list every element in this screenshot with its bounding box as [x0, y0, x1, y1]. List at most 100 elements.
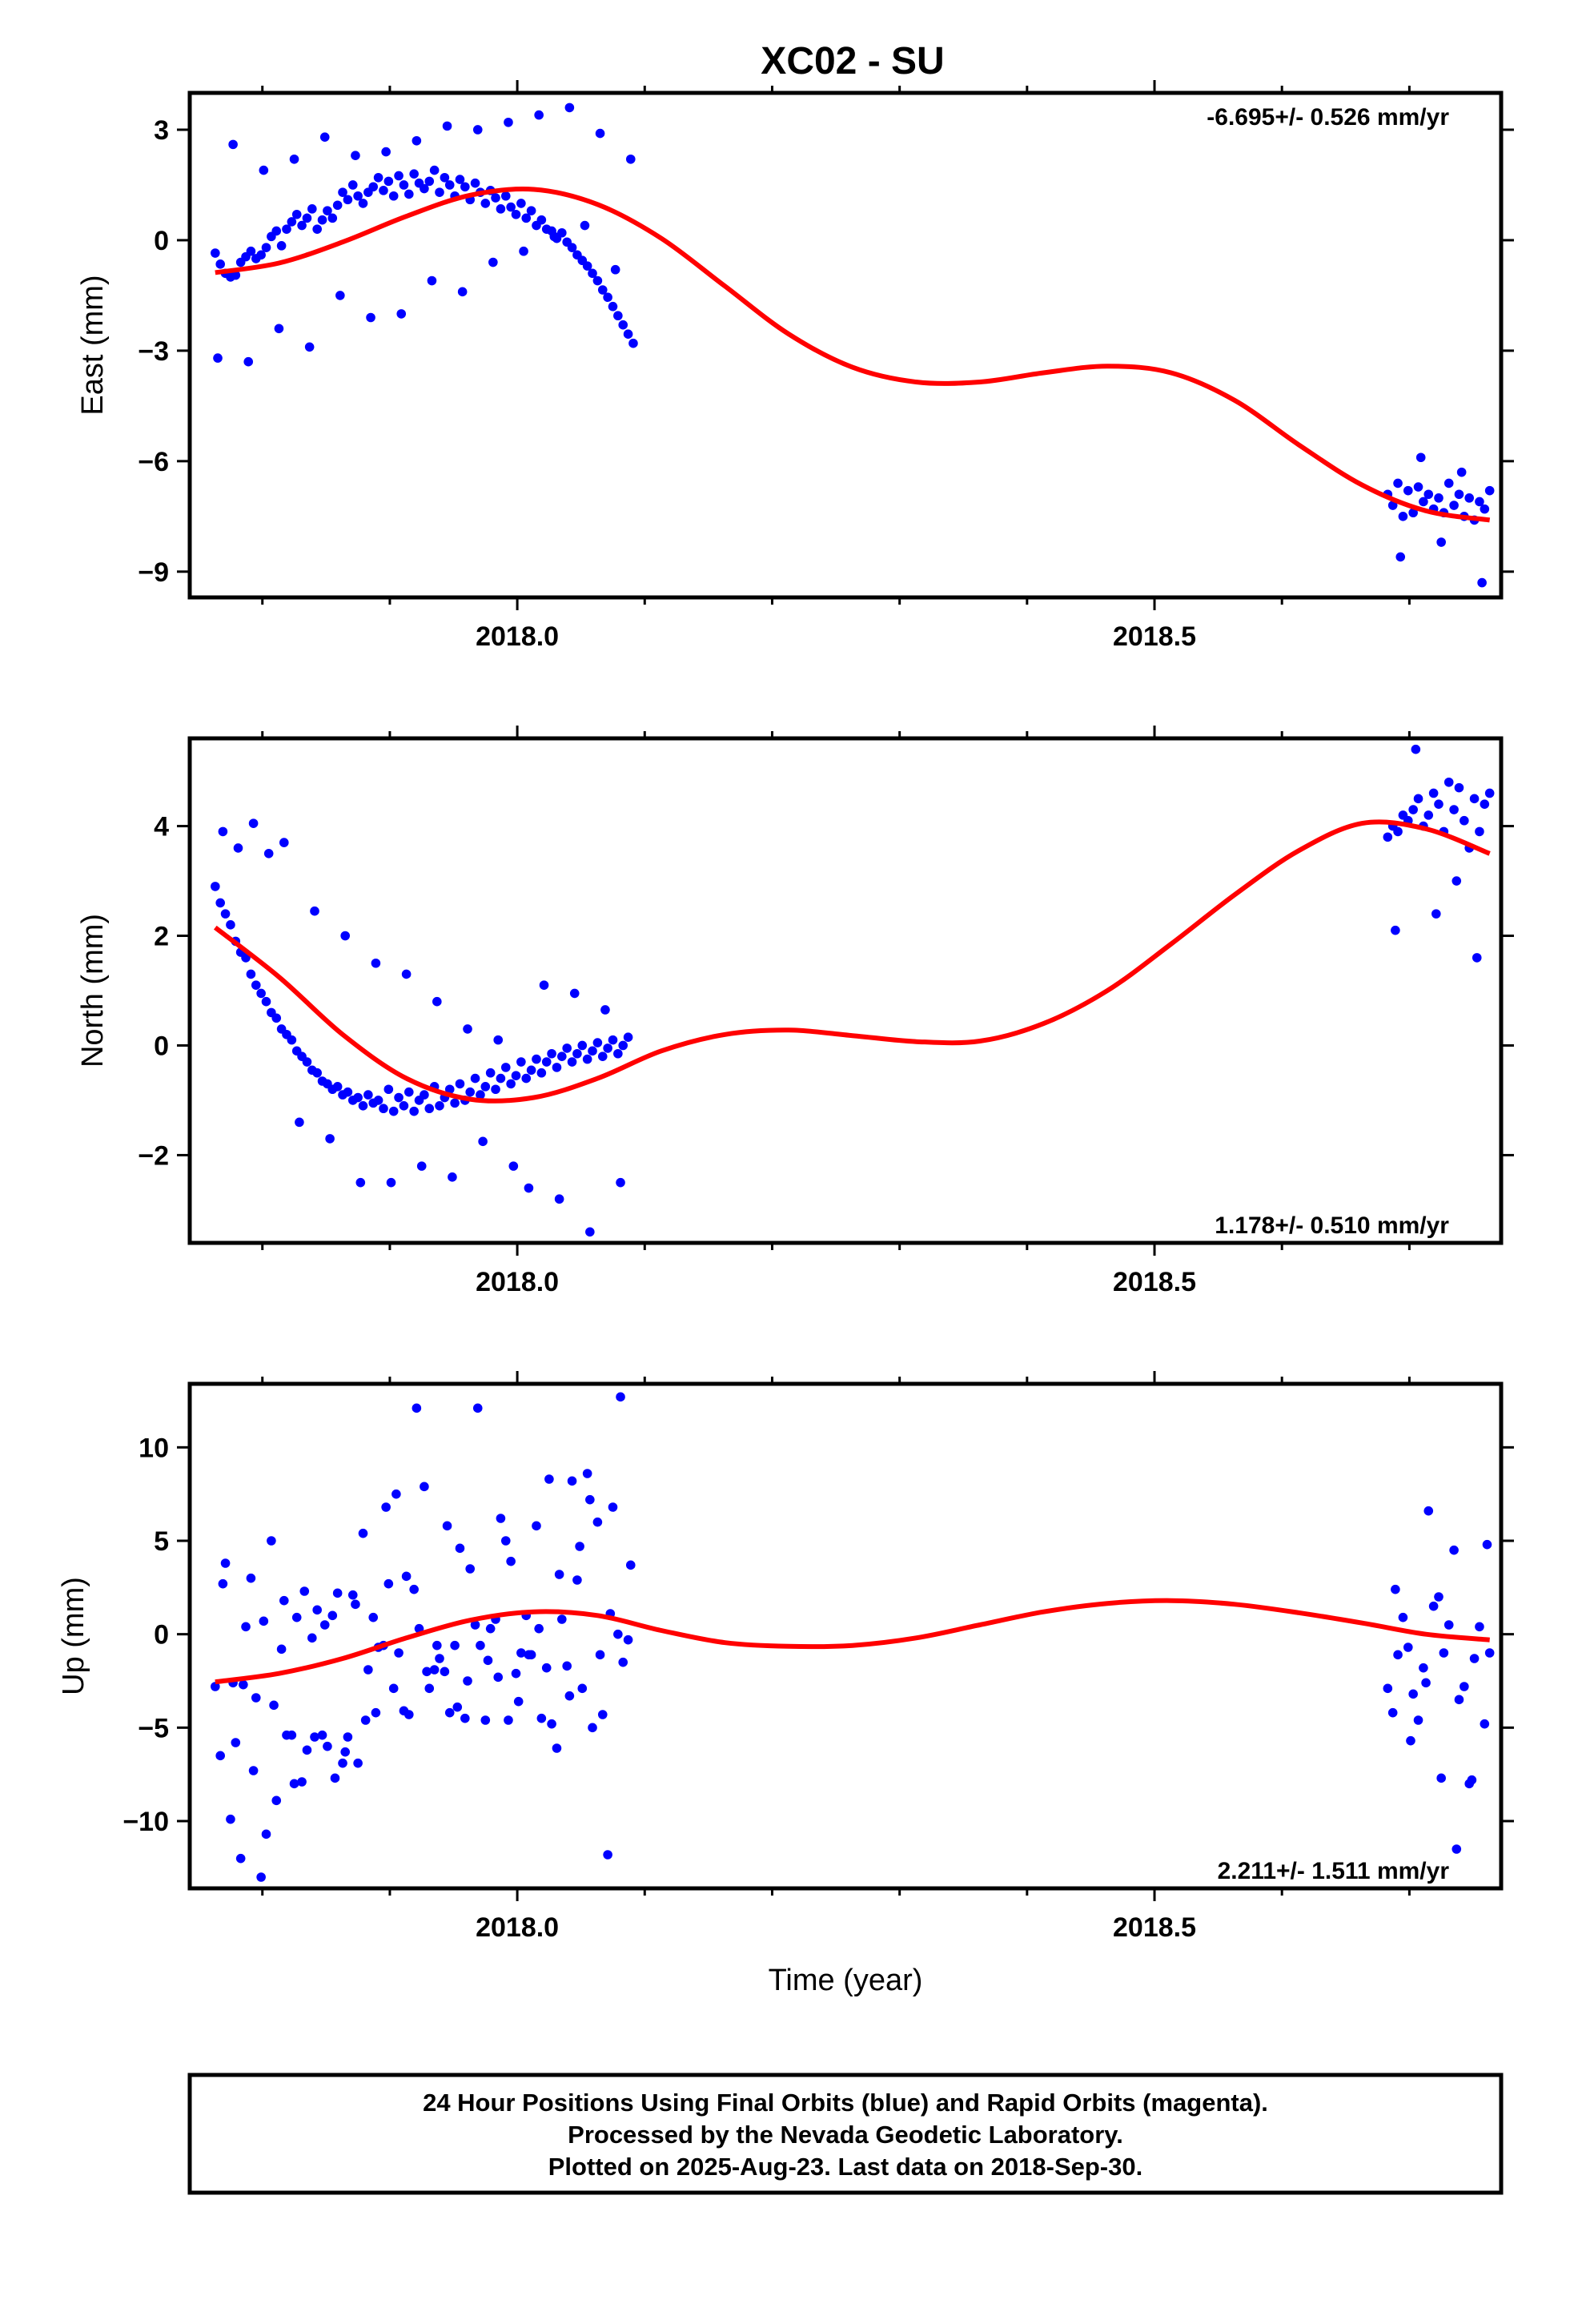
- data-point: [592, 1517, 603, 1527]
- data-point: [231, 1738, 241, 1747]
- data-point: [521, 1073, 532, 1084]
- data-point: [291, 1612, 302, 1622]
- data-point: [534, 1623, 544, 1634]
- data-point: [493, 1035, 504, 1045]
- data-point: [485, 1623, 496, 1634]
- data-point: [516, 199, 526, 208]
- data-point: [396, 309, 407, 319]
- data-point: [323, 1741, 332, 1751]
- data-point: [608, 301, 618, 312]
- data-point: [427, 275, 437, 286]
- data-point: [448, 1172, 457, 1182]
- data-point: [420, 1482, 429, 1492]
- data-point: [399, 1101, 409, 1111]
- data-point: [435, 1101, 444, 1111]
- data-point: [332, 1588, 343, 1598]
- data-point: [516, 1057, 526, 1067]
- data-point: [340, 1747, 351, 1757]
- data-point: [307, 204, 317, 214]
- data-point: [618, 1040, 628, 1051]
- data-point: [582, 1469, 592, 1478]
- data-point: [506, 1556, 516, 1566]
- data-point: [1452, 1844, 1462, 1854]
- data-point: [325, 1134, 335, 1144]
- data-point: [580, 220, 590, 231]
- data-point: [353, 191, 363, 201]
- data-point: [564, 1691, 575, 1701]
- data-point: [291, 209, 302, 219]
- data-point: [1408, 805, 1418, 814]
- data-point: [233, 843, 243, 853]
- data-point: [338, 1758, 347, 1768]
- data-point: [302, 1057, 312, 1067]
- data-point: [613, 1629, 623, 1639]
- data-point: [358, 199, 368, 208]
- plot-frame: [187, 736, 1504, 1245]
- data-point: [360, 1715, 371, 1725]
- ylabel-north: North (mm): [76, 914, 110, 1068]
- data-point: [465, 1087, 476, 1097]
- data-point: [1387, 501, 1398, 510]
- x-axis-label: Time (year): [769, 1964, 923, 1997]
- data-point: [218, 1578, 228, 1589]
- data-point: [343, 1087, 353, 1097]
- data-point: [1395, 552, 1406, 562]
- data-point: [513, 1696, 524, 1707]
- data-point: [511, 1668, 521, 1679]
- data-point: [424, 1104, 435, 1114]
- data-point: [312, 224, 322, 234]
- data-point: [567, 243, 577, 252]
- data-point: [409, 1584, 419, 1594]
- data-point: [1428, 788, 1439, 798]
- data-point: [577, 1683, 588, 1694]
- data-point: [618, 1657, 628, 1667]
- data-point: [371, 958, 381, 968]
- footer-box: 24 Hour Positions Using Final Orbits (bl…: [187, 2073, 1504, 2195]
- footer-frame: [187, 2073, 1504, 2195]
- data-point: [276, 1644, 287, 1655]
- data-point: [310, 1732, 319, 1742]
- data-point: [1443, 478, 1454, 489]
- data-point: [613, 311, 623, 321]
- data-point: [595, 1650, 605, 1660]
- data-point: [1436, 1773, 1446, 1783]
- data-point: [379, 186, 388, 195]
- footer-line-3: Plotted on 2025-Aug-23. Last data on 201…: [548, 2153, 1142, 2181]
- data-point: [504, 117, 513, 127]
- data-point: [1431, 909, 1441, 919]
- data-point: [1454, 782, 1464, 793]
- data-point: [1443, 777, 1454, 787]
- data-point: [506, 202, 516, 212]
- data-point: [577, 1040, 588, 1051]
- data-point: [1449, 1545, 1459, 1555]
- data-point: [552, 1743, 562, 1753]
- y-tick-label: 10: [139, 1433, 169, 1463]
- ylabel-east: East (mm): [76, 275, 110, 415]
- data-point: [1436, 537, 1446, 547]
- data-point: [358, 1101, 368, 1111]
- data-point: [547, 1719, 556, 1729]
- data-point: [1423, 810, 1434, 820]
- footer-line-1: 24 Hour Positions Using Final Orbits (bl…: [423, 2089, 1268, 2117]
- data-point: [480, 1082, 491, 1092]
- data-point: [1439, 1648, 1449, 1658]
- data-point: [600, 1005, 610, 1015]
- data-point: [304, 342, 315, 352]
- data-point: [287, 217, 297, 227]
- data-point: [575, 1542, 584, 1551]
- data-point: [388, 191, 399, 201]
- data-point: [366, 312, 375, 323]
- data-point: [623, 329, 633, 340]
- data-point: [340, 931, 351, 941]
- data-point: [567, 1057, 577, 1067]
- data-point: [588, 268, 597, 279]
- data-point: [1472, 953, 1482, 963]
- data-point: [519, 246, 528, 256]
- data-point: [261, 243, 271, 252]
- data-point: [435, 1654, 444, 1663]
- data-point: [332, 1082, 343, 1092]
- y-tick-label: 3: [154, 115, 169, 146]
- data-point: [1484, 485, 1495, 496]
- data-point: [271, 226, 282, 236]
